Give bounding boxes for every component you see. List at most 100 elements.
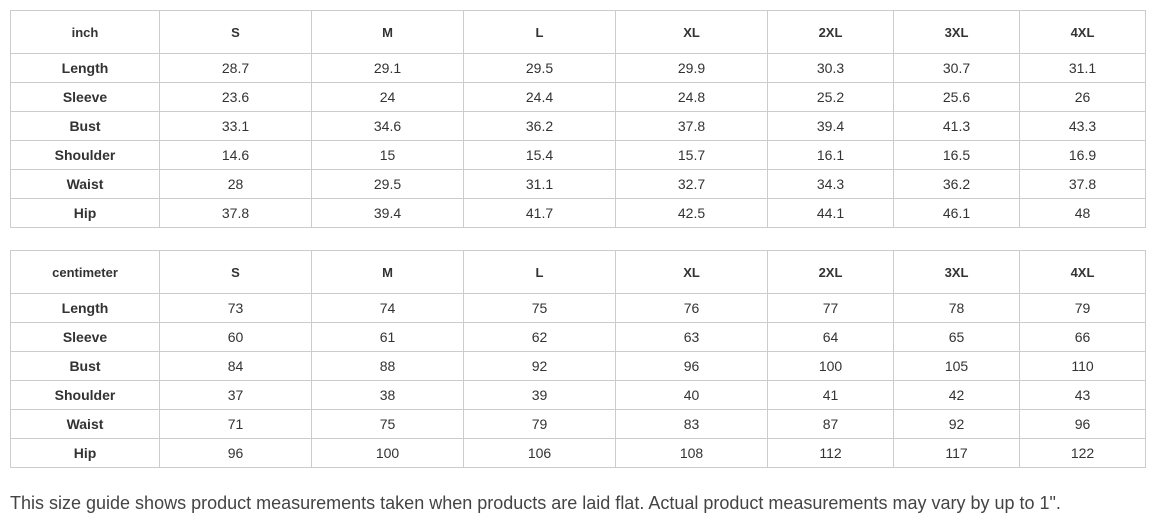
cell: 83 — [615, 409, 768, 439]
row-label: Bust — [10, 111, 160, 141]
cell: 40 — [615, 380, 768, 410]
cell: 100 — [767, 351, 894, 381]
cell: 15.4 — [463, 140, 616, 170]
cell: 44.1 — [767, 198, 894, 228]
row-label: Length — [10, 293, 160, 323]
cell: 48 — [1019, 198, 1146, 228]
cell: 15 — [311, 140, 464, 170]
header-cell: S — [159, 10, 312, 54]
note: This size guide shows product measuremen… — [10, 493, 1061, 513]
cell: 37 — [159, 380, 312, 410]
cell: 30.7 — [893, 53, 1020, 83]
header-cell: 2XL — [767, 10, 894, 54]
cell: 37.8 — [615, 111, 768, 141]
header-cell: L — [463, 250, 616, 294]
cell: 39.4 — [767, 111, 894, 141]
cell: 110 — [1019, 351, 1146, 381]
cell: 43 — [1019, 380, 1146, 410]
cell: 29.5 — [311, 169, 464, 199]
cell: 32.7 — [615, 169, 768, 199]
cell: 37.8 — [1019, 169, 1146, 199]
cell: 25.6 — [893, 82, 1020, 112]
cell: 31.1 — [463, 169, 616, 199]
cell: 84 — [159, 351, 312, 381]
table-row: Waist 71 75 79 83 87 92 96 — [10, 409, 1146, 439]
cell: 117 — [893, 438, 1020, 468]
cell: 78 — [893, 293, 1020, 323]
row-label: Hip — [10, 198, 160, 228]
cell: 33.1 — [159, 111, 312, 141]
cell: 73 — [159, 293, 312, 323]
table-row: Bust 33.1 34.6 36.2 37.8 39.4 41.3 43.3 — [10, 111, 1146, 141]
cell: 39 — [463, 380, 616, 410]
cell: 100 — [311, 438, 464, 468]
table-row: Hip 96 100 106 108 112 117 122 — [10, 438, 1146, 468]
header-cell: 3XL — [893, 10, 1020, 54]
cell: 65 — [893, 322, 1020, 352]
cell: 34.6 — [311, 111, 464, 141]
header-cell: XL — [615, 10, 768, 54]
cell: 105 — [893, 351, 1020, 381]
cell: 30.3 — [767, 53, 894, 83]
cell: 77 — [767, 293, 894, 323]
header-cell: centimeter — [10, 250, 160, 294]
table-row: Length 73 74 75 76 77 78 79 — [10, 293, 1146, 323]
cell: 75 — [311, 409, 464, 439]
cell: 92 — [893, 409, 1020, 439]
cell: 38 — [311, 380, 464, 410]
cell: 42.5 — [615, 198, 768, 228]
cell: 31.1 — [1019, 53, 1146, 83]
table-row: Bust 84 88 92 96 100 105 110 — [10, 351, 1146, 381]
cell: 39.4 — [311, 198, 464, 228]
cell: 41.7 — [463, 198, 616, 228]
row-label: Hip — [10, 438, 160, 468]
table-row: Length 28.7 29.1 29.5 29.9 30.3 30.7 31.1 — [10, 53, 1146, 83]
cell: 62 — [463, 322, 616, 352]
cell: 41.3 — [893, 111, 1020, 141]
table-row: inch S M L XL 2XL 3XL 4XL — [10, 10, 1146, 54]
table-row: Shoulder 37 38 39 40 41 42 43 — [10, 380, 1146, 410]
cell: 28 — [159, 169, 312, 199]
row-label: Shoulder — [10, 140, 160, 170]
header-cell: XL — [615, 250, 768, 294]
row-label: Sleeve — [10, 82, 160, 112]
cell: 41 — [767, 380, 894, 410]
header-cell: 2XL — [767, 250, 894, 294]
cell: 16.5 — [893, 140, 1020, 170]
cell: 75 — [463, 293, 616, 323]
cell: 106 — [463, 438, 616, 468]
header-cell: M — [311, 10, 464, 54]
cell: 43.3 — [1019, 111, 1146, 141]
row-label: Waist — [10, 169, 160, 199]
row-label: Length — [10, 53, 160, 83]
cell: 74 — [311, 293, 464, 323]
table-row: Shoulder 14.6 15 15.4 15.7 16.1 16.5 16.9 — [10, 140, 1146, 170]
header-cell: inch — [10, 10, 160, 54]
cell: 25.2 — [767, 82, 894, 112]
cell: 88 — [311, 351, 464, 381]
cell: 29.9 — [615, 53, 768, 83]
cell: 29.5 — [463, 53, 616, 83]
cell: 28.7 — [159, 53, 312, 83]
cell: 24.4 — [463, 82, 616, 112]
header-cell: M — [311, 250, 464, 294]
size-table: centimeter S M L XL 2XL 3XL 4XL Length 73 74 75 76 77… — [10, 250, 1146, 468]
cell: 112 — [767, 438, 894, 468]
cell: 23.6 — [159, 82, 312, 112]
cell: 71 — [159, 409, 312, 439]
cell: 79 — [1019, 293, 1146, 323]
cell: 87 — [767, 409, 894, 439]
cell: 15.7 — [615, 140, 768, 170]
cell: 14.6 — [159, 140, 312, 170]
cell: 37.8 — [159, 198, 312, 228]
cell: 108 — [615, 438, 768, 468]
header-cell: 4XL — [1019, 10, 1146, 54]
cell: 29.1 — [311, 53, 464, 83]
row-label: Waist — [10, 409, 160, 439]
table-row: centimeter S M L XL 2XL 3XL 4XL — [10, 250, 1146, 294]
cell: 36.2 — [463, 111, 616, 141]
cell: 24 — [311, 82, 464, 112]
cell: 61 — [311, 322, 464, 352]
cell: 92 — [463, 351, 616, 381]
